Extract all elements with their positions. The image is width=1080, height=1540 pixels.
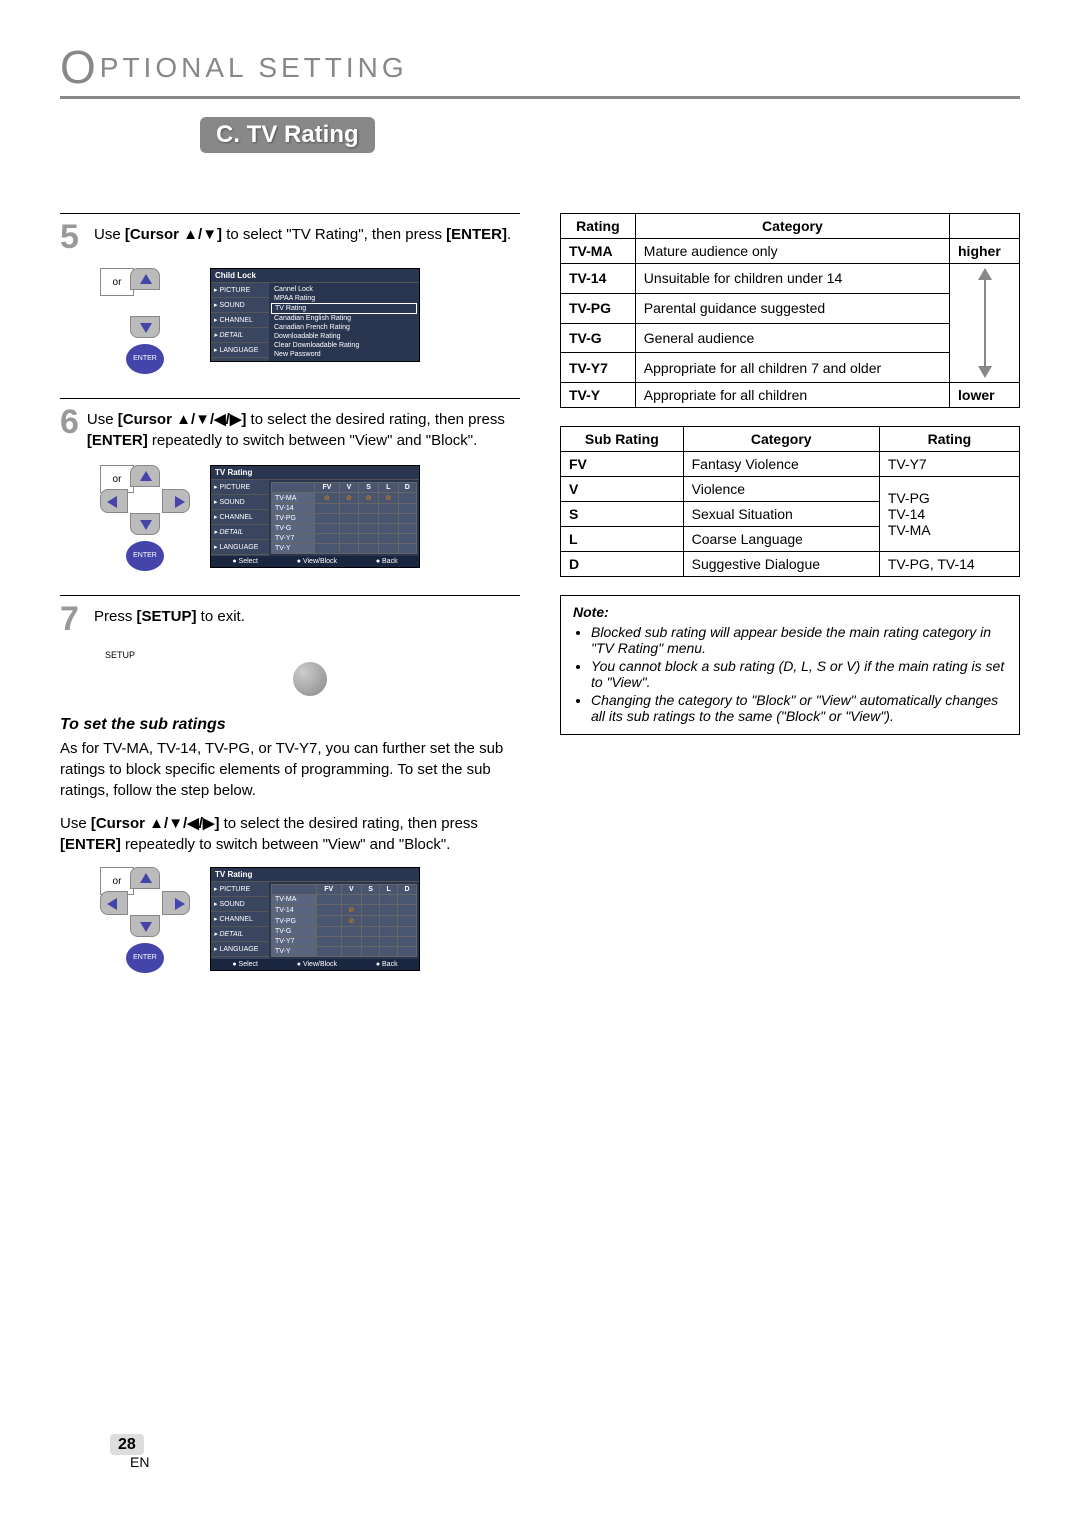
table-cell: Fantasy Violence [683, 452, 879, 477]
table-cell: Coarse Language [683, 527, 879, 552]
up-arrow-icon [130, 465, 160, 487]
table-cell: Suggestive Dialogue [683, 552, 879, 577]
table-cell: Appropriate for all children [635, 383, 949, 408]
step-number: 6 [60, 405, 79, 451]
arrow-higher-lower-icon [950, 264, 1020, 383]
right-arrow-icon [162, 891, 190, 915]
osd-grid: FVVSLDTV-MA⊘⊘⊘⊘TV-14TV-PGTV-GTV-Y7TV-Y [269, 480, 419, 556]
table-header: Rating [561, 214, 636, 239]
enter-button-icon: ENTER [126, 943, 164, 973]
dpad-full: or ENTER [100, 465, 190, 575]
down-arrow-icon [130, 915, 160, 937]
table-cell: D [561, 552, 684, 577]
dpad-full: or ENTER [100, 867, 190, 977]
step-6: 6 Use [Cursor ▲/▼/◀/▶] to select the des… [60, 398, 520, 451]
table-cell: Mature audience only [635, 239, 949, 264]
step-number: 7 [60, 602, 86, 636]
note-title: Note: [573, 604, 1007, 620]
down-arrow-icon [130, 316, 160, 338]
rating-table: Rating Category TV-MA Mature audience on… [560, 213, 1020, 408]
note-list: Blocked sub rating will appear beside th… [573, 624, 1007, 724]
table-cell: TV-Y [561, 383, 636, 408]
title-o: O [60, 41, 100, 93]
osd-sidebar: ▸ PICTURE▸ SOUND▸ CHANNEL▸ DETAIL▸ LANGU… [211, 882, 269, 959]
up-arrow-icon [130, 867, 160, 889]
table-cell: Sexual Situation [683, 502, 879, 527]
body-text: Use [Cursor ▲/▼/◀/▶] to select the desir… [60, 813, 520, 855]
table-cell: S [561, 502, 684, 527]
table-header: Category [683, 427, 879, 452]
dpad-or-label: or [100, 268, 134, 296]
table-cell: L [561, 527, 684, 552]
note-box: Note: Blocked sub rating will appear bes… [560, 595, 1020, 735]
step-number: 5 [60, 220, 86, 254]
table-cell: higher [950, 239, 1020, 264]
title-rest: PTIONAL SETTING [100, 52, 408, 83]
step-text: Press [SETUP] to exit. [94, 602, 245, 636]
table-cell: Violence [683, 477, 879, 502]
section-banner: C. TV Rating [200, 117, 375, 153]
table-cell: Unsuitable for children under 14 [635, 264, 949, 294]
note-item: You cannot block a sub rating (D, L, S o… [591, 658, 1007, 690]
setup-button-diagram: SETUP [100, 650, 520, 696]
note-item: Blocked sub rating will appear beside th… [591, 624, 1007, 656]
osd-tvrating-b: TV Rating ▸ PICTURE▸ SOUND▸ CHANNEL▸ DET… [210, 867, 420, 971]
table-header: Rating [879, 427, 1019, 452]
osd-footer: ● Select● View/Block● Back [211, 959, 419, 970]
table-cell: Parental guidance suggested [635, 293, 949, 323]
osd-sidebar: ▸ PICTURE▸ SOUND▸ CHANNEL▸ DETAIL▸ LANGU… [211, 480, 269, 556]
note-item: Changing the category to "Block" or "Vie… [591, 692, 1007, 724]
table-header: Sub Rating [561, 427, 684, 452]
table-cell: FV [561, 452, 684, 477]
setup-button-icon [293, 662, 327, 696]
osd-title: Child Lock [211, 269, 419, 283]
page-number: 28 EN [110, 1436, 149, 1470]
step-text: Use [Cursor ▲/▼/◀/▶] to select the desir… [87, 405, 520, 451]
left-arrow-icon [100, 891, 128, 915]
osd-sidebar: ▸ PICTURE▸ SOUND▸ CHANNEL▸ DETAIL▸ LANGU… [211, 283, 269, 361]
body-text: As for TV-MA, TV-14, TV-PG, or TV-Y7, yo… [60, 738, 520, 801]
enter-button-icon: ENTER [126, 344, 164, 374]
osd-childlock: Child Lock ▸ PICTURE▸ SOUND▸ CHANNEL▸ DE… [210, 268, 420, 362]
table-cell: TV-G [561, 323, 636, 353]
enter-button-icon: ENTER [126, 541, 164, 571]
osd-tvrating-a: TV Rating ▸ PICTURE▸ SOUND▸ CHANNEL▸ DET… [210, 465, 420, 568]
osd-footer: ● Select● View/Block● Back [211, 556, 419, 567]
osd-grid: FVVSLDTV-MATV-14⊘TV-PG⊘TV-GTV-Y7TV-Y [269, 882, 419, 959]
sub-heading: To set the sub ratings [60, 716, 520, 734]
osd-title: TV Rating [211, 466, 419, 480]
osd-title: TV Rating [211, 868, 419, 882]
dpad-updown: or ENTER [100, 268, 190, 378]
osd-menu-items: Cannel LockMPAA RatingTV RatingCanadian … [269, 283, 419, 361]
table-cell: Appropriate for all children 7 and older [635, 353, 949, 383]
down-arrow-icon [130, 513, 160, 535]
step-5: 5 Use [Cursor ▲/▼] to select "TV Rating"… [60, 213, 520, 254]
step-text: Use [Cursor ▲/▼] to select "TV Rating", … [94, 220, 511, 254]
up-arrow-icon [130, 268, 160, 290]
table-cell: TV-PG [561, 293, 636, 323]
table-cell: TV-Y7 [561, 353, 636, 383]
subrating-table: Sub Rating Category Rating FV Fantasy Vi… [560, 426, 1020, 577]
table-cell: TV-Y7 [879, 452, 1019, 477]
page-title: OPTIONAL SETTING [60, 40, 1020, 99]
step-7: 7 Press [SETUP] to exit. [60, 595, 520, 636]
setup-label: SETUP [100, 650, 140, 660]
table-cell: TV-14 [561, 264, 636, 294]
table-cell: V [561, 477, 684, 502]
left-arrow-icon [100, 489, 128, 513]
table-cell: General audience [635, 323, 949, 353]
table-cell: TV-PG, TV-14 [879, 552, 1019, 577]
table-cell: TV-PG TV-14 TV-MA [879, 477, 1019, 552]
right-arrow-icon [162, 489, 190, 513]
table-header: Category [635, 214, 949, 239]
table-cell: lower [950, 383, 1020, 408]
table-header [950, 214, 1020, 239]
table-cell: TV-MA [561, 239, 636, 264]
